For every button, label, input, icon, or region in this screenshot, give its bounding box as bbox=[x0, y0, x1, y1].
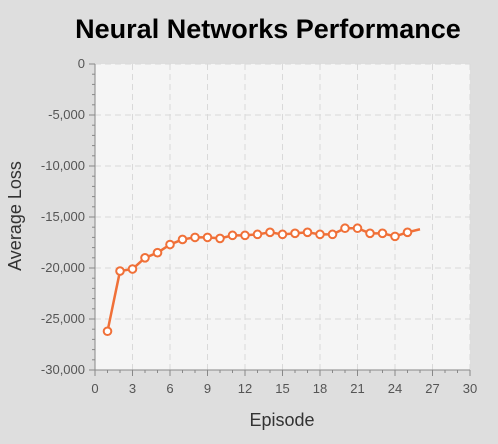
y-tick-label: -15,000 bbox=[41, 209, 85, 224]
data-point bbox=[190, 232, 200, 243]
x-axis-label: Episode bbox=[249, 410, 314, 430]
data-point bbox=[390, 231, 400, 242]
data-point bbox=[277, 229, 288, 240]
data-point bbox=[240, 230, 250, 241]
x-tick-label: 3 bbox=[129, 381, 136, 396]
data-point bbox=[140, 252, 150, 263]
data-point bbox=[152, 247, 163, 258]
x-tick-label: 24 bbox=[388, 381, 402, 396]
data-point bbox=[252, 229, 263, 240]
x-tick-label: 0 bbox=[91, 381, 98, 396]
data-point bbox=[165, 239, 175, 250]
data-point bbox=[115, 266, 125, 276]
data-point bbox=[315, 229, 325, 240]
series-layer bbox=[102, 223, 421, 337]
chart-title: Neural Networks Performance bbox=[75, 14, 461, 44]
data-point bbox=[302, 227, 313, 238]
data-point bbox=[352, 223, 363, 234]
y-tick-label: -25,000 bbox=[41, 311, 85, 326]
tick-labels: 0 3 6 9 12 15 18 21 24 27 30 0 -5,000 -10,000 -15,000 -… bbox=[41, 56, 477, 396]
x-tick-label: 9 bbox=[204, 381, 211, 396]
y-tick-label: -20,000 bbox=[41, 260, 85, 275]
data-point bbox=[127, 264, 138, 274]
data-point bbox=[227, 230, 238, 241]
data-point bbox=[327, 229, 338, 240]
data-point bbox=[177, 234, 188, 245]
data-point bbox=[265, 227, 275, 238]
data-point bbox=[365, 228, 375, 239]
data-point bbox=[102, 326, 113, 337]
x-tick-label: 6 bbox=[166, 381, 173, 396]
x-tick-label: 21 bbox=[350, 381, 364, 396]
data-point bbox=[402, 227, 413, 238]
x-tick-label: 27 bbox=[425, 381, 439, 396]
x-tick-label: 18 bbox=[313, 381, 327, 396]
x-tick-label: 12 bbox=[238, 381, 252, 396]
y-tick-label: -5,000 bbox=[48, 107, 85, 122]
y-tick-label: -10,000 bbox=[41, 158, 85, 173]
y-tick-label: 0 bbox=[78, 56, 85, 71]
y-axis-label: Average Loss bbox=[5, 161, 25, 271]
data-point bbox=[215, 233, 225, 244]
axes bbox=[89, 63, 471, 376]
data-point bbox=[377, 228, 388, 239]
y-tick-label: -30,000 bbox=[41, 362, 85, 377]
data-point bbox=[290, 228, 300, 239]
x-tick-label: 30 bbox=[463, 381, 477, 396]
data-point bbox=[202, 232, 213, 243]
grid bbox=[95, 63, 471, 370]
data-point bbox=[340, 223, 350, 234]
x-tick-label: 15 bbox=[275, 381, 289, 396]
